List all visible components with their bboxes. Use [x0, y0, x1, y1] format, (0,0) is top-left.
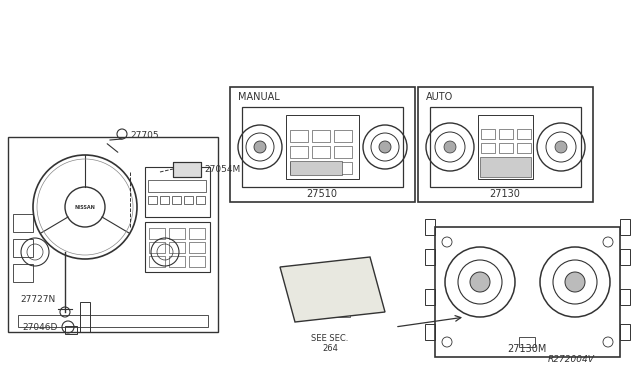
Bar [290, 162, 308, 174]
Circle shape [470, 272, 490, 292]
Polygon shape [280, 257, 385, 322]
Bar [519, 337, 535, 347]
Bar [430, 107, 581, 187]
Bar [499, 143, 513, 153]
Bar [435, 227, 620, 357]
Bar [290, 161, 342, 175]
Bar [13, 239, 33, 257]
Bar [189, 242, 205, 253]
Text: 27130M: 27130M [508, 344, 547, 354]
Text: 27510: 27510 [307, 189, 337, 199]
Bar [169, 228, 185, 239]
Bar [620, 289, 630, 305]
Bar [481, 129, 495, 139]
Bar [149, 242, 165, 253]
Bar [517, 129, 531, 139]
Bar [184, 196, 193, 204]
Bar [425, 324, 435, 340]
Bar [425, 249, 435, 265]
Bar [18, 315, 208, 327]
Bar [169, 242, 185, 253]
Bar [334, 146, 352, 158]
Text: 27705: 27705 [130, 131, 159, 140]
Bar [620, 249, 630, 265]
Bar [286, 115, 359, 179]
Text: NISSAN: NISSAN [75, 205, 95, 209]
Bar [13, 214, 33, 232]
Bar [149, 256, 165, 267]
Bar [334, 162, 352, 174]
Bar [13, 264, 33, 282]
Circle shape [336, 273, 348, 285]
Circle shape [444, 141, 456, 153]
Bar [478, 115, 533, 179]
Bar [302, 306, 311, 314]
Text: R272004V: R272004V [548, 355, 595, 364]
Bar [312, 146, 330, 158]
Circle shape [254, 141, 266, 153]
Bar [418, 87, 593, 202]
Bar [620, 219, 630, 235]
Text: 27054M: 27054M [204, 164, 240, 173]
Text: 27727N: 27727N [20, 295, 55, 305]
Bar [242, 107, 403, 187]
Bar [300, 295, 350, 317]
Bar [312, 162, 330, 174]
Bar [173, 162, 201, 177]
Text: MANUAL: MANUAL [238, 92, 280, 102]
Bar [160, 196, 169, 204]
Circle shape [555, 141, 567, 153]
Circle shape [304, 278, 316, 290]
Bar [65, 326, 77, 334]
Bar [499, 129, 513, 139]
Bar [480, 157, 531, 177]
Bar [149, 228, 165, 239]
Bar [148, 180, 206, 192]
Bar [517, 143, 531, 153]
Bar [80, 302, 90, 332]
Bar [481, 143, 495, 153]
Bar [312, 130, 330, 142]
Text: AUTO: AUTO [426, 92, 453, 102]
Circle shape [379, 141, 391, 153]
Bar [425, 219, 435, 235]
Bar [620, 324, 630, 340]
Bar [189, 256, 205, 267]
Bar [148, 196, 157, 204]
Bar [290, 130, 308, 142]
Bar [230, 87, 415, 202]
Bar [8, 137, 218, 332]
Bar [425, 289, 435, 305]
Bar [173, 162, 201, 177]
Bar [338, 306, 347, 314]
Bar [145, 167, 210, 217]
Bar [189, 228, 205, 239]
Bar [290, 146, 308, 158]
Bar [196, 196, 205, 204]
Text: 27046D: 27046D [22, 323, 58, 331]
Text: SEE SEC.
264: SEE SEC. 264 [311, 334, 349, 353]
Bar [169, 256, 185, 267]
Bar [326, 306, 335, 314]
Circle shape [565, 272, 585, 292]
Bar [172, 196, 181, 204]
Text: 27130: 27130 [490, 189, 520, 199]
Bar [314, 306, 323, 314]
Bar [145, 222, 210, 272]
Bar [334, 130, 352, 142]
